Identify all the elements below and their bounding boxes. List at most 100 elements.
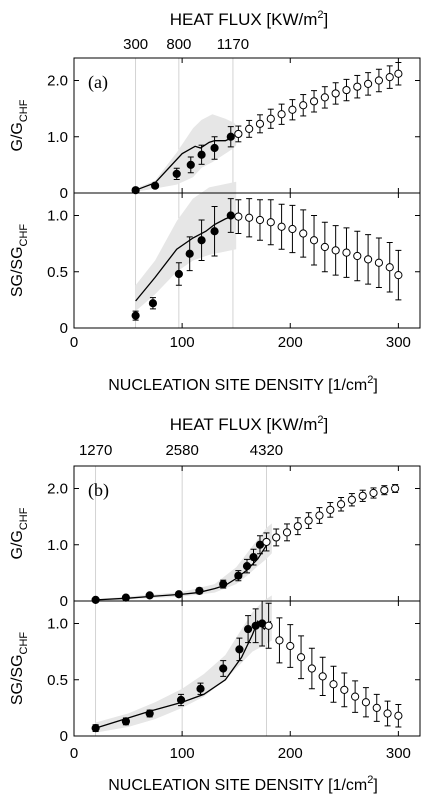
x-tick-label: 100 (170, 745, 195, 762)
open-data-point (282, 528, 292, 537)
filled-data-point (242, 562, 252, 571)
open-data-point (326, 505, 335, 514)
y-axis-label: SG/SGCHF (9, 224, 30, 298)
y-axis-label: SG/SGCHF (9, 632, 30, 706)
open-data-point (336, 500, 346, 509)
open-data-point (361, 698, 371, 707)
subplot-frame (73, 600, 421, 737)
y-tick-label: 2.0 (47, 73, 68, 90)
open-data-point (234, 212, 243, 221)
top-axis-title-sup: 2 (317, 414, 323, 426)
open-data-point (255, 119, 265, 128)
open-data-point (288, 224, 297, 234)
open-data-point (380, 486, 389, 495)
open-data-point (340, 685, 349, 694)
filled-data-point (196, 684, 205, 693)
open-data-point (364, 255, 373, 264)
y-tick-label: 1.0 (47, 129, 68, 146)
filled-data-point (243, 625, 253, 634)
open-data-point (266, 218, 275, 227)
subplot-frame (73, 465, 421, 602)
y-tick-label: 0 (60, 185, 68, 202)
filled-data-point (234, 571, 243, 580)
open-data-point (364, 79, 373, 88)
x-axis-label-end: ] (373, 377, 377, 394)
open-data-point (394, 271, 403, 280)
open-data-point (374, 76, 384, 85)
filled-data-point (172, 169, 181, 178)
x-tick-label: 0 (70, 334, 78, 351)
filled-data-point (148, 299, 158, 308)
y-axis-label-sub: CHF (18, 507, 30, 530)
x-tick-label: 0 (70, 745, 78, 762)
top-axis-title-main: HEAT FLUX [KW/m (170, 10, 318, 29)
uncertainty-band (135, 181, 237, 312)
x-tick-label: 300 (386, 745, 411, 762)
open-data-point (320, 242, 329, 252)
filled-data-point (197, 236, 206, 245)
x-tick-label: 200 (278, 745, 303, 762)
filled-data-point (219, 580, 228, 589)
open-data-point (309, 236, 319, 245)
model-line (135, 214, 235, 302)
y-tick-label: 1.0 (47, 537, 68, 554)
open-data-point (358, 491, 367, 500)
filled-data-point (186, 160, 195, 169)
open-data-point (385, 73, 394, 82)
top-tick-label: 2580 (165, 442, 198, 459)
y-axis-label: G/GCHF (9, 507, 30, 559)
open-data-point (353, 82, 362, 91)
top-tick-label: 1270 (79, 442, 112, 459)
y-axis-label-main: G/G (9, 122, 26, 151)
x-axis-label-sup: 2 (367, 374, 373, 386)
filled-data-point (249, 553, 258, 562)
top-tick-label: 800 (166, 36, 191, 53)
top-axis-title-sup: 2 (317, 9, 323, 21)
open-data-point (342, 248, 351, 257)
subplot-g-ratio: 0 1.0 2.0 G/GCHF (9, 465, 421, 610)
subplot-frame (73, 192, 421, 329)
x-tick-label: 300 (386, 334, 411, 351)
filled-data-point (195, 586, 204, 595)
filled-data-point (197, 150, 206, 159)
subplot-g-ratio: 0 1.0 2.0 G/GCHF (9, 57, 421, 202)
open-data-point (307, 664, 316, 673)
uncertainty-band (95, 523, 272, 601)
open-data-point (342, 85, 351, 95)
top-axis-title: HEAT FLUX [KW/m2] (170, 9, 329, 29)
panel-label: (a) (88, 72, 108, 93)
filled-data-point (185, 249, 194, 258)
open-data-point (331, 89, 340, 98)
open-data-point (394, 69, 403, 78)
x-axis-label: NUCLEATION SITE DENSITY [1/cm2] (108, 774, 378, 794)
open-data-point (369, 488, 378, 498)
open-data-point (329, 680, 338, 689)
open-data-point (234, 129, 243, 139)
top-axis-title: HEAT FLUX [KW/m2] (170, 414, 329, 434)
top-tick-label: 1170 (217, 36, 249, 53)
x-tick-label: 100 (170, 334, 195, 351)
uncertainty-band (135, 114, 237, 192)
panel-label: (b) (88, 480, 109, 501)
filled-data-point (91, 724, 100, 733)
open-data-point (266, 114, 275, 123)
open-data-point (255, 215, 265, 225)
open-data-point (272, 533, 281, 542)
open-data-point (315, 511, 324, 520)
top-axis-title-end: ] (324, 415, 329, 434)
filled-data-point (121, 717, 131, 726)
panel-b: HEAT FLUX [KW/m2]1270 2580 432001.02.0G/GC… (9, 414, 421, 794)
filled-data-point (150, 181, 160, 190)
y-axis-label-sub: CHF (18, 99, 30, 122)
y-axis-label-sub: CHF (18, 632, 30, 655)
filled-data-point (145, 591, 154, 600)
open-data-point (299, 101, 308, 110)
filled-data-point (226, 211, 235, 220)
open-data-point (286, 641, 295, 651)
open-data-point (383, 709, 392, 718)
y-tick-label: 1.0 (47, 616, 68, 633)
x-axis-label: NUCLEATION SITE DENSITY [1/cm2] (108, 374, 378, 394)
open-data-point (385, 263, 394, 272)
y-axis-label-sub: CHF (18, 224, 30, 247)
